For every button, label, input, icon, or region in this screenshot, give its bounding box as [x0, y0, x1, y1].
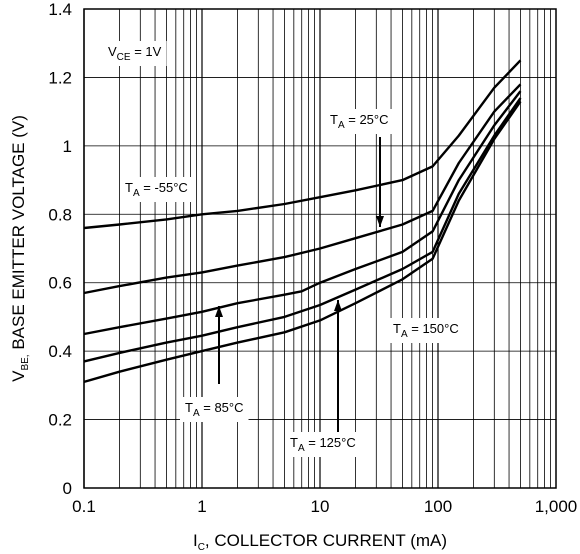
y-axis-label: VBE, BASE EMITTER VOLTAGE (V) — [9, 115, 31, 382]
y-tick-label: 0 — [63, 479, 72, 498]
y-tick-label: 0.6 — [48, 274, 72, 293]
svg-text:TA = 150°C: TA = 150°C — [393, 321, 459, 340]
y-tick-labels: 0 0.2 0.4 0.6 0.8 1 1.2 1.4 — [48, 0, 72, 498]
plot-frame — [83, 8, 557, 489]
y-tick-label: 1.2 — [48, 68, 72, 87]
series-line-0 — [83, 59, 522, 230]
arrow-125c — [334, 300, 342, 432]
series-label-4: TA = 150°C — [388, 318, 464, 343]
x-tick-labels: 0.1 1 10 100 1,000 — [72, 497, 577, 516]
svg-text:VCE = 1V: VCE = 1V — [108, 44, 162, 63]
curves — [83, 59, 522, 384]
x-tick-label: 10 — [311, 497, 330, 516]
y-tick-label: 0.2 — [48, 411, 72, 430]
annotations: VCE = 1V TA = -55°C TA = 25°C TA = 85°C TA =… — [103, 41, 464, 457]
svg-text:TA = 125°C: TA = 125°C — [290, 435, 356, 454]
x-tick-label: 100 — [424, 497, 452, 516]
arrow-85c — [215, 306, 223, 384]
x-axis-label: IC, COLLECTOR CURRENT (mA) — [193, 531, 447, 553]
svg-text:TA = 25°C: TA = 25°C — [330, 112, 389, 131]
x-tick-label: 0.1 — [72, 497, 96, 516]
y-tick-label: 0.4 — [48, 342, 72, 361]
series-label-2: TA = 85°C — [180, 397, 249, 422]
series-label-0: TA = -55°C — [120, 177, 193, 202]
y-tick-label: 0.8 — [48, 205, 72, 224]
grid — [83, 8, 556, 489]
series-line-3 — [83, 97, 522, 363]
series-line-2 — [83, 90, 522, 336]
vce-annotation: VCE = 1V — [103, 41, 167, 66]
series-label-3: TA = 125°C — [285, 432, 361, 457]
y-tick-label: 1.4 — [48, 0, 72, 19]
series-label-1: TA = 25°C — [325, 109, 394, 134]
y-tick-label: 1 — [63, 137, 72, 156]
x-tick-label: 1 — [197, 497, 206, 516]
series-line-1 — [83, 83, 522, 295]
arrow-25c — [376, 137, 384, 227]
svg-text:TA = 85°C: TA = 85°C — [185, 400, 244, 419]
svg-text:TA = -55°C: TA = -55°C — [125, 180, 188, 199]
series-line-4 — [83, 100, 522, 384]
x-tick-label: 1,000 — [535, 497, 578, 516]
